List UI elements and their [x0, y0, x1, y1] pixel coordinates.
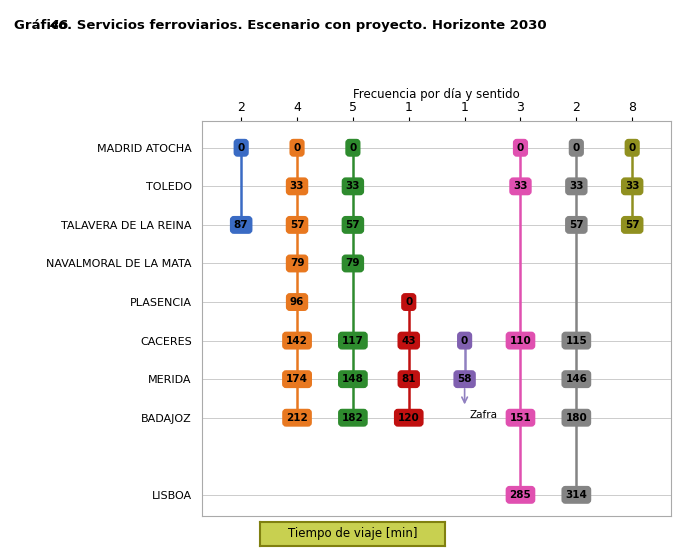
Text: 79: 79 [290, 259, 304, 268]
Text: Gráfico: Gráfico [14, 19, 73, 32]
Text: 146: 146 [565, 374, 587, 384]
Text: 0: 0 [629, 143, 636, 153]
Text: 0: 0 [238, 143, 245, 153]
Text: 0: 0 [573, 143, 580, 153]
Text: 57: 57 [290, 220, 304, 230]
Text: 174: 174 [286, 374, 308, 384]
Text: 110: 110 [510, 335, 532, 345]
Text: 57: 57 [569, 220, 584, 230]
Text: 79: 79 [346, 259, 360, 268]
Text: 33: 33 [290, 181, 304, 192]
Text: 0: 0 [405, 297, 412, 307]
Text: 57: 57 [346, 220, 360, 230]
Text: 0: 0 [461, 335, 469, 345]
Text: 33: 33 [513, 181, 527, 192]
Text: 142: 142 [286, 335, 308, 345]
Text: Zafra: Zafra [469, 411, 497, 421]
Text: 0: 0 [517, 143, 524, 153]
Text: 33: 33 [569, 181, 584, 192]
Text: 0: 0 [293, 143, 301, 153]
Text: 33: 33 [625, 181, 640, 192]
Text: 96: 96 [290, 297, 304, 307]
Text: 33: 33 [346, 181, 360, 192]
Text: 151: 151 [510, 413, 532, 423]
Text: 0: 0 [349, 143, 356, 153]
Text: 115: 115 [565, 335, 587, 345]
Text: Tiempo de viaje [min]: Tiempo de viaje [min] [288, 528, 418, 540]
Text: 285: 285 [510, 490, 532, 500]
Text: 182: 182 [342, 413, 364, 423]
Text: 81: 81 [401, 374, 416, 384]
Text: 148: 148 [342, 374, 364, 384]
Text: 43: 43 [401, 335, 416, 345]
Text: Frecuencia por día y sentido: Frecuencia por día y sentido [353, 88, 520, 100]
Text: 46: 46 [49, 19, 68, 32]
Text: 87: 87 [234, 220, 249, 230]
Text: 314: 314 [565, 490, 587, 500]
Text: 212: 212 [286, 413, 308, 423]
Text: 180: 180 [565, 413, 587, 423]
Text: 58: 58 [458, 374, 472, 384]
Text: 120: 120 [398, 413, 420, 423]
Text: 117: 117 [342, 335, 364, 345]
Text: 57: 57 [625, 220, 640, 230]
Text: . Servicios ferroviarios. Escenario con proyecto. Horizonte 2030: . Servicios ferroviarios. Escenario con … [67, 19, 547, 32]
